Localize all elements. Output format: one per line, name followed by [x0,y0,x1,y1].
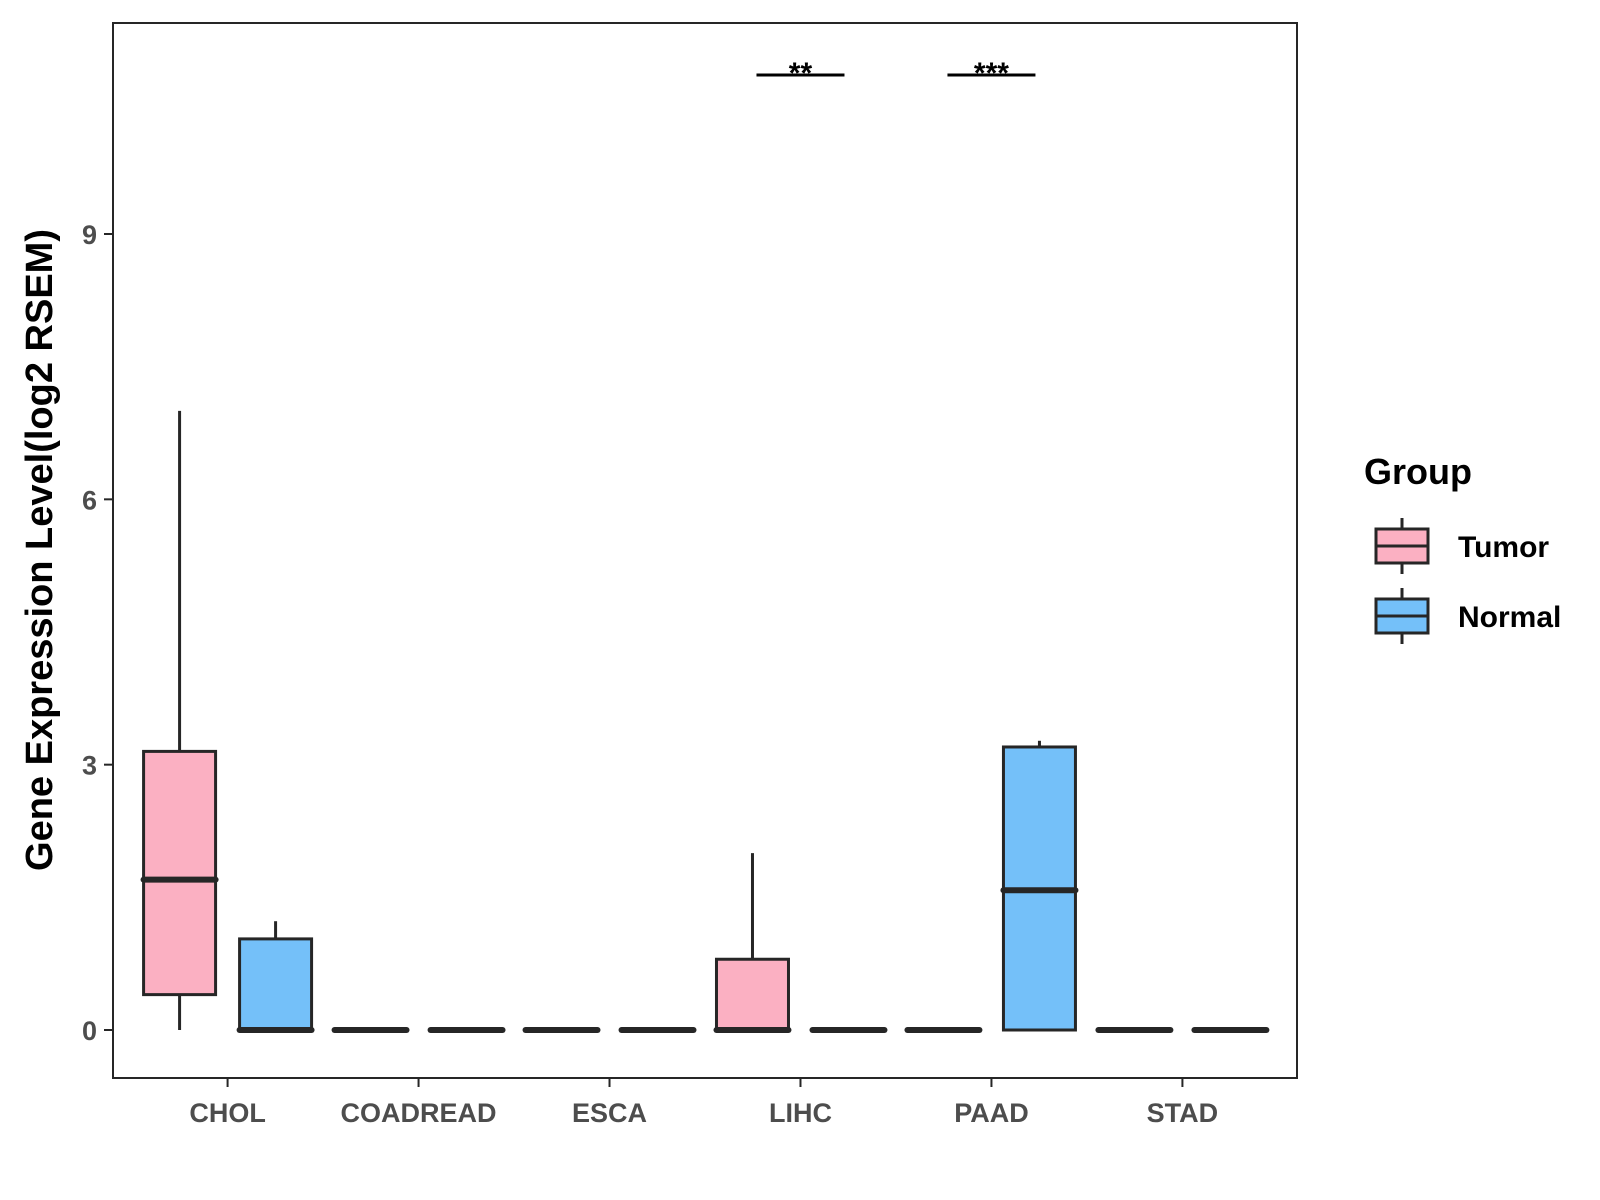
x-tick-label: ESCA [572,1098,647,1128]
y-axis: 0 3 6 9 [82,220,113,1046]
x-tick-label: CHOL [189,1098,266,1128]
legend-title: Group [1364,451,1472,492]
y-tick-label: 9 [82,220,97,250]
y-tick-label: 0 [82,1016,97,1046]
significance-label: *** [974,57,1009,90]
box-normal-paad [1000,740,1079,1032]
significance-annotations: ** *** [756,57,1036,90]
y-tick-label: 3 [82,751,97,781]
significance-label: ** [789,57,813,90]
box-series [140,410,1270,1033]
box-tumor-lihc [713,853,792,1033]
plot-panel [112,22,1298,1079]
legend: Group Tumor Normal [1364,451,1561,644]
x-tick-label: PAAD [954,1098,1029,1128]
x-tick-label: STAD [1147,1098,1219,1128]
y-axis-title: Gene Expression Level(log2 RSEM) [19,229,61,871]
legend-label: Normal [1458,601,1561,634]
y-tick-label: 6 [82,485,97,515]
legend-key-tumor: Tumor [1374,518,1549,574]
x-tick-label: COADREAD [341,1098,497,1128]
x-tick-label: LIHC [769,1098,832,1128]
legend-label: Tumor [1458,531,1549,564]
box-body [142,749,218,997]
box-body [714,957,790,1032]
box-body [238,937,314,1032]
box-tumor-chol [140,410,219,1030]
legend-key-normal: Normal [1374,588,1561,644]
x-axis: CHOL COADREAD ESCA LIHC PAAD STAD [189,1078,1218,1128]
box-normal-chol [236,921,315,1033]
